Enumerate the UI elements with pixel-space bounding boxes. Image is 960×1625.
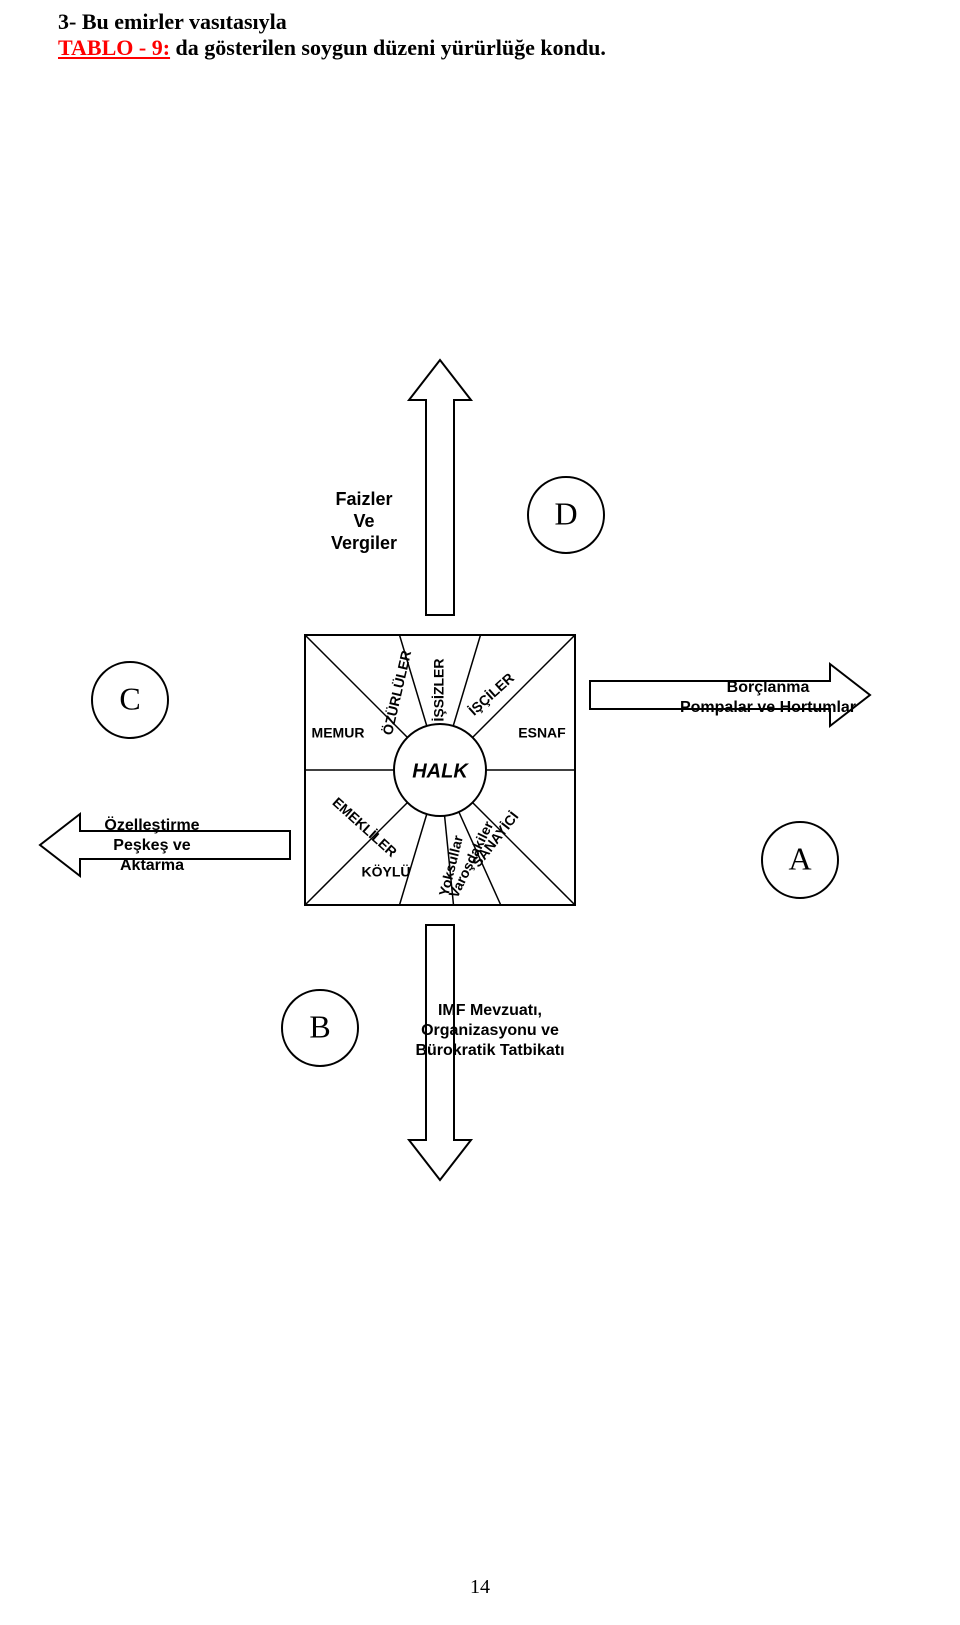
svg-text:Özelleştirme: Özelleştirme xyxy=(104,815,199,834)
header-tablo-link: TABLO - 9: xyxy=(58,35,170,60)
node-d-label: D xyxy=(554,495,577,531)
page-number: 14 xyxy=(0,1576,960,1599)
svg-text:Ve: Ve xyxy=(353,511,374,531)
segment-label: MEMUR xyxy=(312,725,365,741)
node-b-label: B xyxy=(309,1008,330,1044)
header-line1: 3- Bu emirler vasıtasıyla xyxy=(58,9,606,35)
segment-label: İŞSİZLER xyxy=(431,658,447,721)
svg-text:IMF Mevzuatı,: IMF Mevzuatı, xyxy=(438,1002,542,1019)
svg-text:Vergiler: Vergiler xyxy=(331,533,397,553)
svg-text:Aktarma: Aktarma xyxy=(120,857,184,874)
svg-text:Faizler: Faizler xyxy=(335,489,392,509)
text-ozellestirme: Özelleştirme Peşkeş ve Aktarma xyxy=(104,815,199,874)
svg-text:Pompalar ve Hortumlar: Pompalar ve Hortumlar xyxy=(680,699,856,716)
diagram-svg: HALKMEMURÖZÜRLÜLERİŞSİZLERİŞÇİLERESNAFSA… xyxy=(0,300,960,1300)
text-faizler: FaizlerVeVergiler xyxy=(331,489,397,553)
arrow-up xyxy=(409,360,471,615)
diagram-container: HALKMEMURÖZÜRLÜLERİŞSİZLERİŞÇİLERESNAFSA… xyxy=(0,300,960,1300)
segment-label: ESNAF xyxy=(518,725,566,741)
header-line2-rest: da gösterilen soygun düzeni yürürlüğe ko… xyxy=(170,35,606,60)
segment-label: KÖYLÜ xyxy=(362,864,411,880)
header-text: 3- Bu emirler vasıtasıyla TABLO - 9: da … xyxy=(58,9,606,61)
svg-text:Borçlanma: Borçlanma xyxy=(727,679,810,696)
svg-text:Organizasyonu ve: Organizasyonu ve xyxy=(421,1022,559,1039)
node-c-label: C xyxy=(119,680,140,716)
text-imf: IMF Mevzuatı, Organizasyonu ve Bürokratik … xyxy=(415,1002,564,1059)
svg-text:Peşkeş ve: Peşkeş ve xyxy=(113,837,191,854)
node-a-label: A xyxy=(788,840,811,876)
center-label: HALK xyxy=(412,760,469,782)
svg-text:Bürokratik Tatbikatı: Bürokratik Tatbikatı xyxy=(415,1042,564,1059)
header-line2: TABLO - 9: da gösterilen soygun düzeni y… xyxy=(58,35,606,61)
